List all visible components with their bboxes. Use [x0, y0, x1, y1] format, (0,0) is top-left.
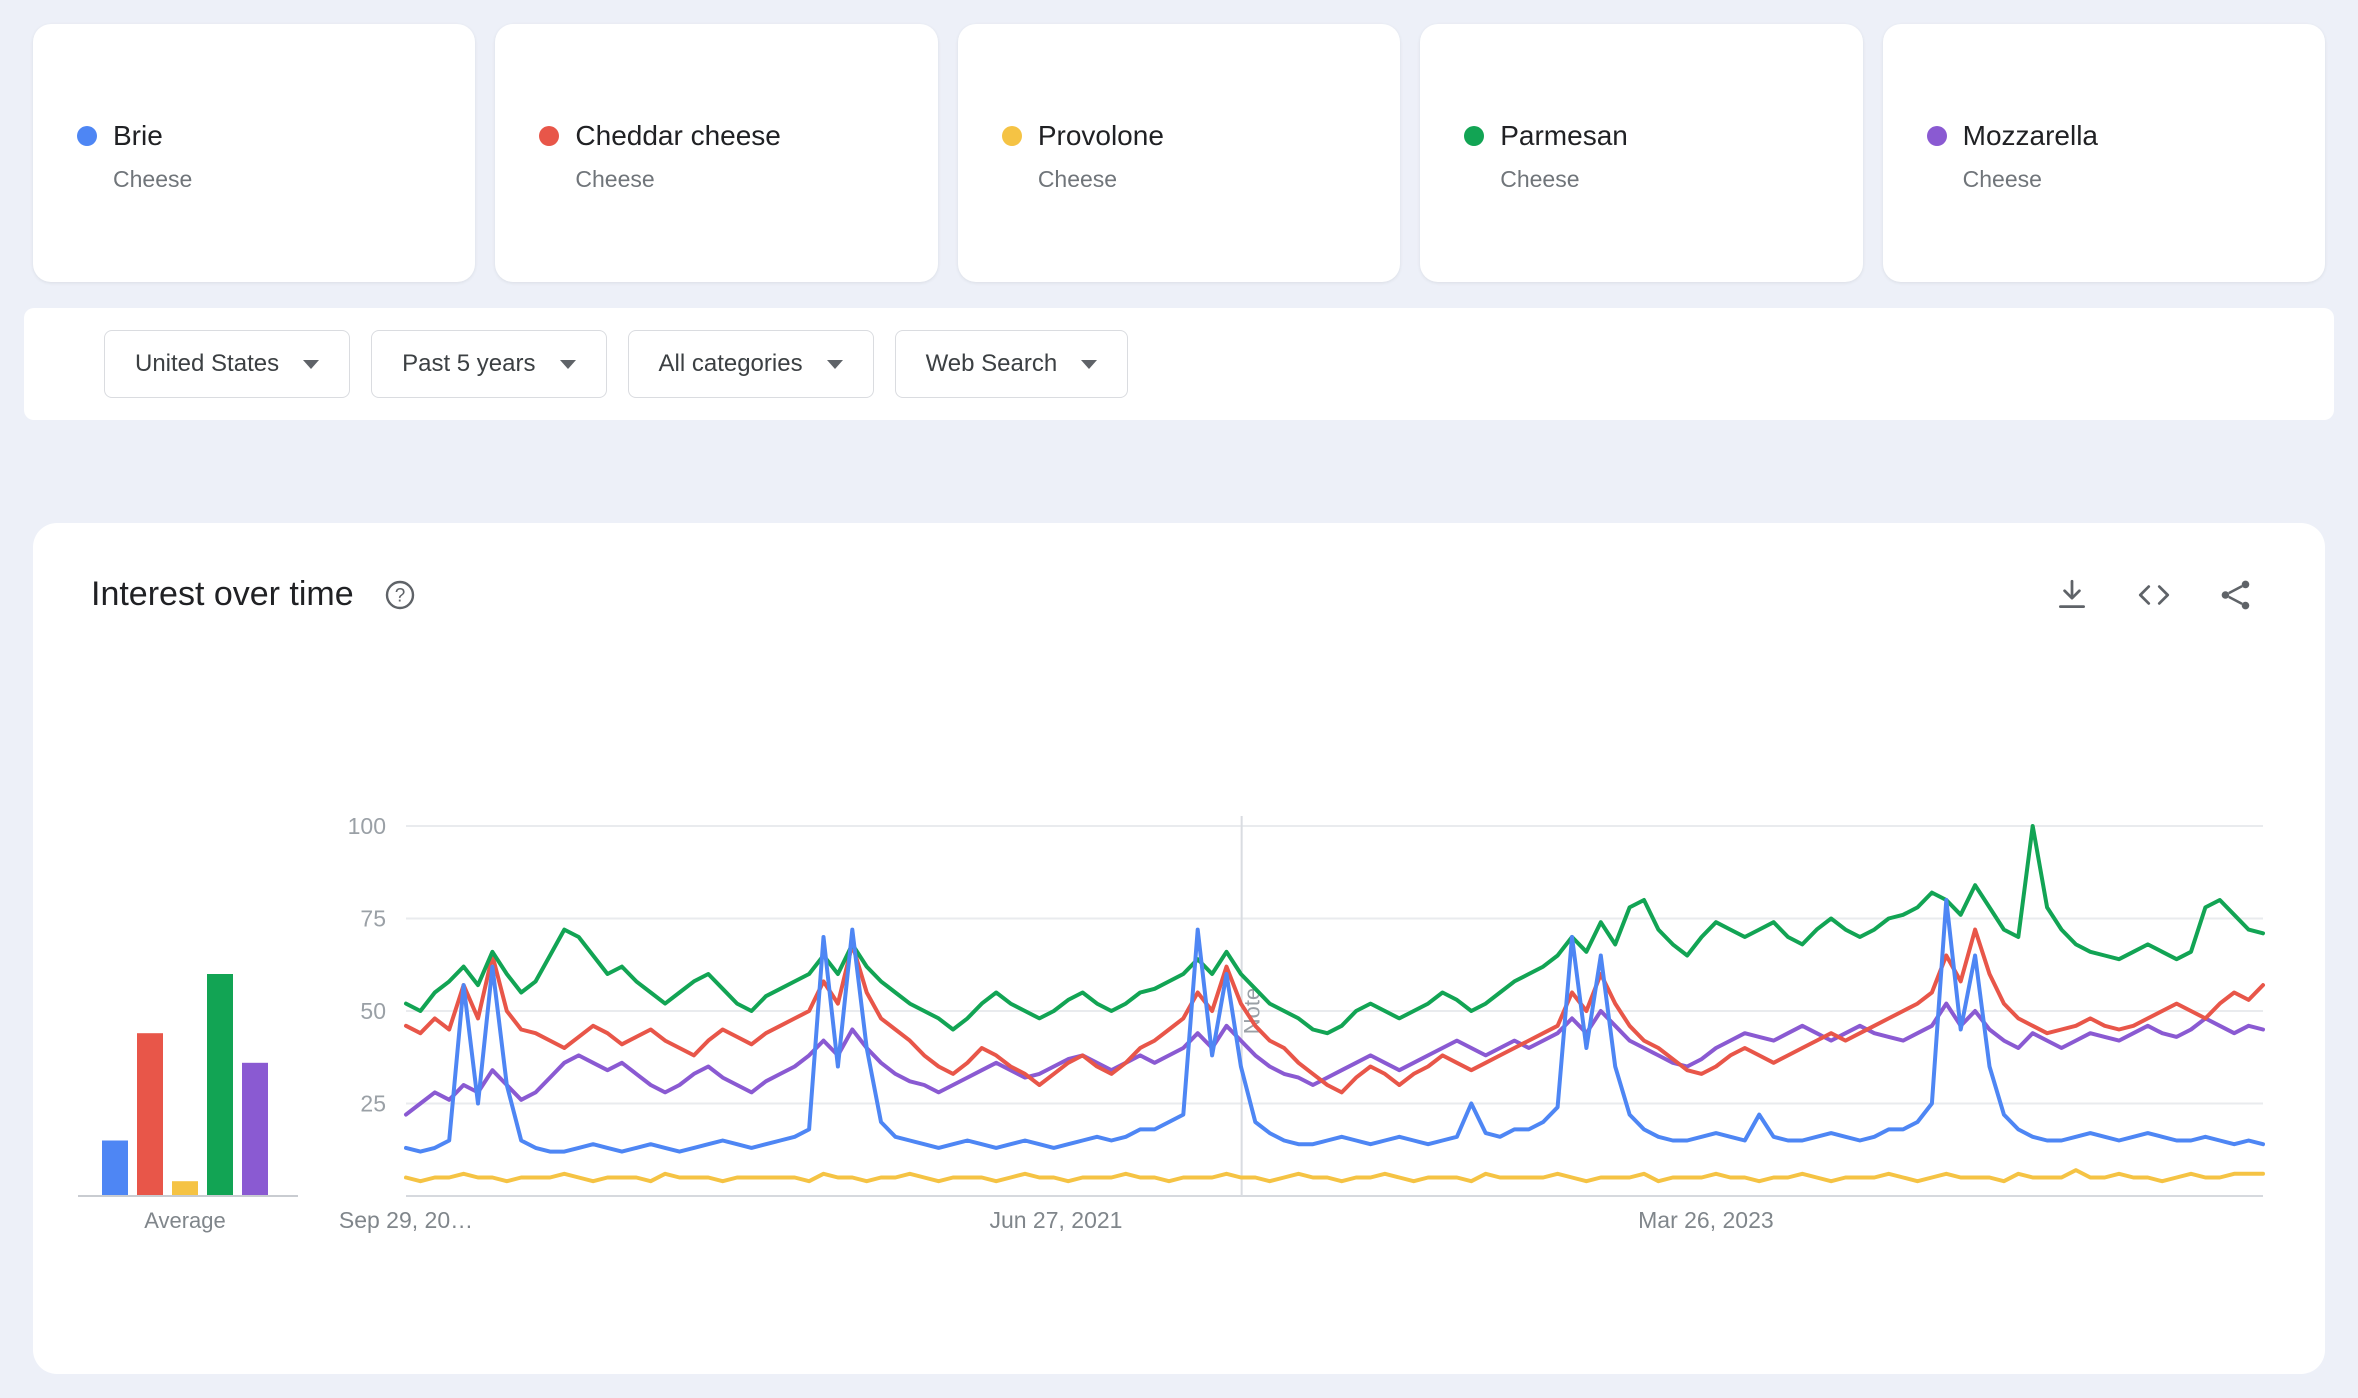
region-filter-dropdown[interactable]: United States — [104, 330, 351, 398]
region-filter-label: United States — [135, 350, 280, 377]
term-color-dot — [1001, 126, 1022, 146]
term-subtitle: Cheese — [1962, 166, 2042, 192]
panel-actions — [2053, 576, 2255, 614]
search-type-filter-label: Web Search — [925, 350, 1058, 377]
term-card-parmesan[interactable]: Parmesan Cheese — [1420, 24, 1863, 282]
panel-header: Interest over time ? — [91, 575, 2255, 614]
svg-text:50: 50 — [360, 998, 386, 1024]
svg-text:Average: Average — [144, 1208, 226, 1233]
time-range-filter-dropdown[interactable]: Past 5 years — [371, 330, 607, 398]
term-label: Cheddar cheese — [575, 120, 781, 151]
term-card-brie[interactable]: Brie Cheese — [33, 24, 476, 282]
svg-text:75: 75 — [360, 905, 386, 931]
term-head: Mozzarella — [1926, 120, 2325, 152]
term-subtitle: Cheese — [113, 166, 193, 192]
term-card-provolone[interactable]: Provolone Cheese — [957, 24, 1401, 282]
chevron-down-icon — [826, 359, 843, 369]
chevron-down-icon — [303, 359, 320, 369]
svg-text:?: ? — [394, 585, 405, 606]
term-label: Mozzarella — [1962, 120, 2099, 151]
embed-icon[interactable] — [2135, 576, 2173, 614]
svg-text:100: 100 — [348, 813, 386, 839]
term-subtitle: Cheese — [1500, 166, 1580, 192]
interest-over-time-panel: Interest over time ? — [33, 523, 2325, 1374]
term-card-mozzarella[interactable]: Mozzarella Cheese — [1882, 24, 2326, 282]
term-subtitle: Cheese — [1037, 166, 1118, 192]
term-head: Provolone — [1001, 120, 1400, 152]
category-filter-label: All categories — [658, 350, 803, 377]
term-card-cheddar[interactable]: Cheddar cheese Cheese — [495, 24, 938, 282]
svg-text:Sep 29, 20…: Sep 29, 20… — [339, 1207, 473, 1233]
time-range-filter-label: Past 5 years — [402, 350, 536, 377]
svg-text:25: 25 — [360, 1090, 386, 1116]
term-color-dot — [1926, 126, 1947, 146]
chevron-down-icon — [1081, 359, 1098, 369]
help-icon[interactable]: ? — [382, 577, 418, 613]
term-label: Brie — [113, 120, 163, 151]
download-icon[interactable] — [2053, 576, 2091, 614]
category-filter-dropdown[interactable]: All categories — [627, 330, 874, 398]
term-color-dot — [77, 126, 97, 146]
term-head: Cheddar cheese — [539, 120, 937, 152]
term-color-dot — [1464, 126, 1485, 146]
search-type-filter-dropdown[interactable]: Web Search — [894, 330, 1129, 398]
term-head: Brie — [77, 120, 475, 152]
term-label: Parmesan — [1500, 120, 1628, 151]
interest-over-time-chart: 25 50 75 100 Sep 29, 20… Jun 27, 2021 Mar 26, … — [33, 523, 2325, 1374]
term-label: Provolone — [1037, 120, 1164, 151]
svg-text:Jun 27, 2021: Jun 27, 2021 — [989, 1207, 1122, 1233]
svg-text:Mar 26, 2023: Mar 26, 2023 — [1638, 1207, 1774, 1233]
term-head: Parmesan — [1464, 120, 1862, 152]
page-title: Interest over time — [91, 575, 354, 613]
chevron-down-icon — [559, 359, 576, 369]
term-cards-row: Brie Cheese Cheddar cheese Cheese Provol… — [33, 24, 2326, 282]
filter-bar: United States Past 5 years All categorie… — [24, 308, 2334, 420]
share-icon[interactable] — [2217, 576, 2255, 614]
interest-over-time-chart-svg: 25 50 75 100 Sep 29, 20… Jun 27, 2021 Mar 26, … — [78, 813, 2265, 1233]
term-subtitle: Cheese — [575, 166, 655, 192]
term-color-dot — [539, 126, 560, 146]
